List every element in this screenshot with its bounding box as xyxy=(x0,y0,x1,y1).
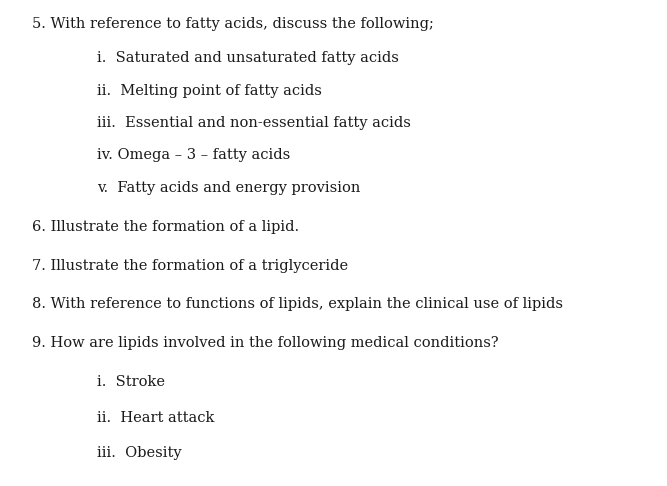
Text: 9. How are lipids involved in the following medical conditions?: 9. How are lipids involved in the follow… xyxy=(32,336,499,350)
Text: v.  Fatty acids and energy provision: v. Fatty acids and energy provision xyxy=(97,181,360,195)
Text: 8. With reference to functions of lipids, explain the clinical use of lipids: 8. With reference to functions of lipids… xyxy=(32,297,563,312)
Text: iv. Omega – 3 – fatty acids: iv. Omega – 3 – fatty acids xyxy=(97,148,290,162)
Text: 6. Illustrate the formation of a lipid.: 6. Illustrate the formation of a lipid. xyxy=(32,220,299,234)
Text: 5. With reference to fatty acids, discuss the following;: 5. With reference to fatty acids, discus… xyxy=(32,17,434,31)
Text: iii.  Obesity: iii. Obesity xyxy=(97,446,181,460)
Text: ii.  Heart attack: ii. Heart attack xyxy=(97,411,214,425)
Text: ii.  Melting point of fatty acids: ii. Melting point of fatty acids xyxy=(97,84,321,98)
Text: i.  Stroke: i. Stroke xyxy=(97,375,165,389)
Text: 7. Illustrate the formation of a triglyceride: 7. Illustrate the formation of a triglyc… xyxy=(32,259,348,273)
Text: iii.  Essential and non-essential fatty acids: iii. Essential and non-essential fatty a… xyxy=(97,116,411,130)
Text: i.  Saturated and unsaturated fatty acids: i. Saturated and unsaturated fatty acids xyxy=(97,51,399,65)
